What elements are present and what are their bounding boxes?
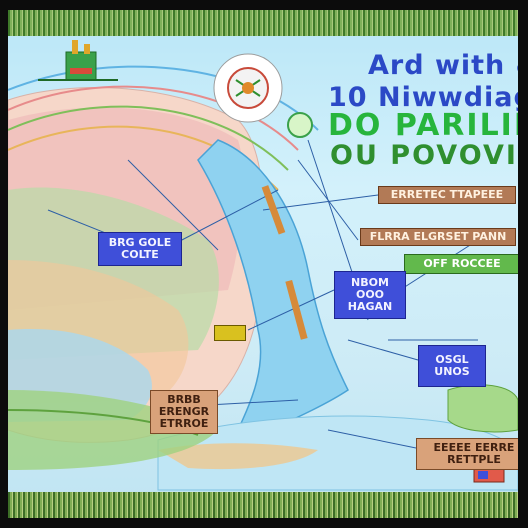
connector-line [247, 289, 335, 331]
label-right: OSGL UNOS [418, 345, 486, 387]
title-line-1: Ard with & ar [368, 50, 518, 81]
arc-1 [8, 85, 299, 151]
grass-border-bottom [8, 492, 518, 518]
label-left: BRG GOLE COLTE [98, 232, 182, 266]
right-mound [447, 384, 518, 433]
title-line-4: OU POVOVIEF [330, 140, 518, 171]
river-bridge-bar [285, 279, 308, 340]
green-hill [8, 390, 218, 470]
label-middle: NBOM OOO HAGAN [334, 271, 406, 319]
label-bottom-right: EEEEE EERRE RETTPLE [416, 438, 518, 470]
title-line-2: 10 Niwwdiagar [328, 82, 518, 113]
arc-4 [8, 65, 319, 131]
connector-line [347, 339, 419, 361]
shore-sand [158, 443, 318, 470]
label-top-right-2: FLRRA ELGRSET PANN [360, 228, 516, 246]
building-icon [38, 40, 118, 81]
connector-line [207, 399, 299, 406]
connector-line [127, 159, 219, 251]
yellow-marker-icon [214, 325, 246, 341]
connector-line [327, 429, 417, 449]
sun-emblem-icon [213, 53, 283, 123]
diagram-panel: Ard with & ar 10 Niwwdiagar DO PARILIF O… [8, 10, 518, 518]
label-top-right-1: ERRETEC TTAPEEE [378, 186, 516, 204]
arc-2 [8, 105, 289, 171]
label-top-right-3: OFF ROCCEE [404, 254, 518, 274]
connector-line [177, 189, 279, 243]
title-line-3: DO PARILIF [328, 108, 518, 143]
leaf-badge-icon [287, 112, 313, 138]
connector-line [262, 194, 379, 211]
flag-icon [473, 467, 505, 483]
grass-border-top [8, 10, 518, 36]
label-bottom-left: BRBB ERENGR ETRROE [150, 390, 218, 434]
river-bridge-bar [261, 185, 286, 235]
